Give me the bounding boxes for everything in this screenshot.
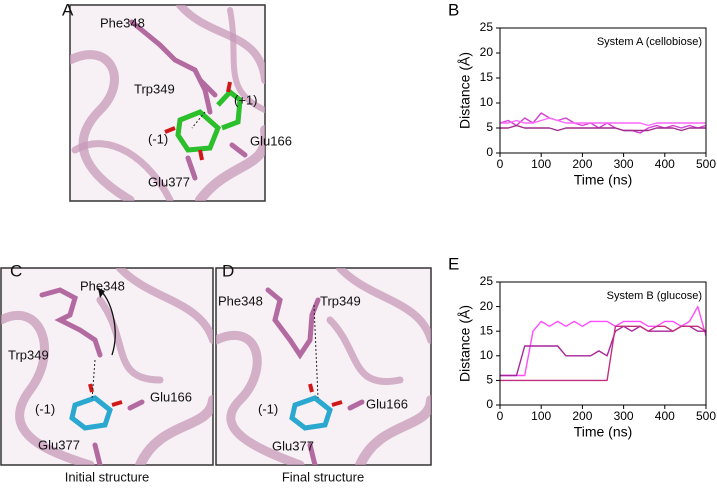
panel-label: A	[62, 0, 74, 19]
residue-label: Trp349	[8, 347, 49, 362]
y-tick-label: 10	[480, 95, 494, 109]
x-axis-label: Time (ns)	[574, 424, 633, 440]
legend-text: System A (cellobiose)	[597, 36, 702, 48]
subsite-label: (-1)	[35, 401, 55, 416]
structure-panel: Phe348 Trp349 (-1) Glu166 Glu377 Initial…	[0, 261, 214, 484]
x-tick-label: 100	[531, 409, 551, 423]
x-tick-label: 400	[655, 157, 675, 171]
y-tick-label: 10	[480, 348, 494, 362]
x-axis-label: Time (ns)	[574, 172, 633, 188]
x-tick-label: 200	[572, 409, 592, 423]
residue-label: Glu166	[366, 396, 408, 411]
x-tick-label: 300	[614, 409, 634, 423]
y-tick-label: 15	[480, 323, 494, 337]
x-tick-label: 0	[497, 157, 504, 171]
residue-label: Glu166	[150, 389, 192, 404]
x-tick-label: 300	[614, 157, 634, 171]
x-tick-label: 100	[531, 157, 551, 171]
panel-caption: Initial structure	[65, 469, 150, 484]
subsite-label: (+1)	[234, 92, 257, 107]
x-tick-label: 500	[696, 157, 716, 171]
data-line	[499, 112, 707, 134]
data-line	[500, 117, 706, 127]
y-tick-label: 20	[480, 299, 494, 313]
x-tick-label: 500	[696, 409, 716, 423]
legend-text: System B (glucose)	[607, 290, 702, 302]
residue-label: Phe348	[100, 15, 145, 30]
residue-label: Trp349	[134, 81, 175, 96]
panel-label: D	[222, 261, 234, 280]
structure-panel: Phe348 Trp349 (+1) (-1) Glu166 Glu377 A	[62, 0, 292, 202]
panel-label: E	[448, 254, 459, 273]
structure-panel: Phe348 Trp349 (-1) Glu166 Glu377 Final s…	[215, 261, 432, 484]
data-line	[500, 325, 707, 382]
residue-label: Glu377	[148, 174, 190, 189]
residue-label: Phe348	[218, 293, 263, 308]
y-tick-label: 0	[486, 145, 493, 159]
y-tick-label: 5	[486, 373, 493, 387]
data-line	[500, 305, 707, 377]
panel-label: B	[448, 0, 459, 19]
x-tick-label: 200	[572, 157, 592, 171]
data-line	[500, 325, 706, 377]
y-axis-label: Distance (Å)	[457, 52, 473, 129]
panel-caption: Final structure	[282, 469, 364, 484]
y-tick-label: 25	[480, 20, 494, 34]
data-line	[500, 124, 706, 132]
residue-label: Glu377	[272, 438, 314, 453]
residue-label: Glu166	[250, 133, 292, 148]
subsite-label: (-1)	[148, 131, 168, 146]
y-tick-label: 20	[480, 45, 494, 59]
x-tick-label: 400	[655, 409, 675, 423]
y-tick-label: 5	[486, 120, 493, 134]
plot-frame	[499, 27, 707, 154]
protein-ribbons	[1, 268, 213, 465]
residue-label: Phe348	[80, 278, 125, 293]
y-tick-label: 25	[480, 274, 494, 288]
protein-ribbons	[216, 268, 431, 465]
panel-label: C	[10, 261, 22, 280]
plot-frame	[499, 281, 707, 406]
x-tick-label: 0	[497, 409, 504, 423]
y-tick-label: 0	[486, 397, 493, 411]
protein-ribbons	[70, 5, 265, 201]
y-axis-label: Distance (Å)	[457, 305, 473, 382]
residue-label: Glu377	[38, 437, 80, 452]
residue-label: Trp349	[320, 293, 361, 308]
y-tick-label: 15	[480, 70, 494, 84]
subsite-label: (-1)	[258, 401, 278, 416]
